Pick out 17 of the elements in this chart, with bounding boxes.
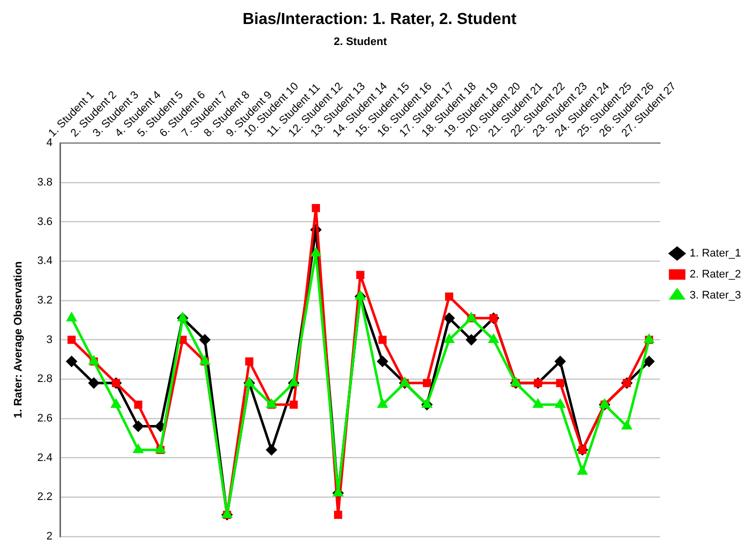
y-tick-label: 3.6	[37, 216, 52, 228]
y-axis-title: 1. Rater: Average Observation	[12, 261, 25, 418]
y-tick-label: 2.4	[37, 452, 52, 464]
y-tick-label: 3.2	[37, 294, 52, 307]
legend-label: 1. Rater_1	[690, 248, 742, 260]
y-tick-label: 4	[46, 137, 52, 150]
x-axis-title: 2. Student	[334, 36, 388, 48]
y-tick-label: 3	[46, 334, 52, 346]
y-tick-label: 3.4	[37, 255, 52, 268]
y-tick-label: 2	[46, 530, 52, 542]
y-tick-label: 3.8	[37, 176, 52, 189]
legend-label: 3. Rater_3	[690, 290, 742, 302]
y-tick-label: 2.2	[37, 491, 52, 504]
y-tick-label: 2.6	[37, 412, 52, 424]
y-tick-label: 2.8	[37, 373, 52, 386]
chart-title: Bias/Interaction: 1. Rater, 2. Student	[242, 11, 518, 28]
legend-label: 2. Rater_2	[690, 268, 742, 281]
